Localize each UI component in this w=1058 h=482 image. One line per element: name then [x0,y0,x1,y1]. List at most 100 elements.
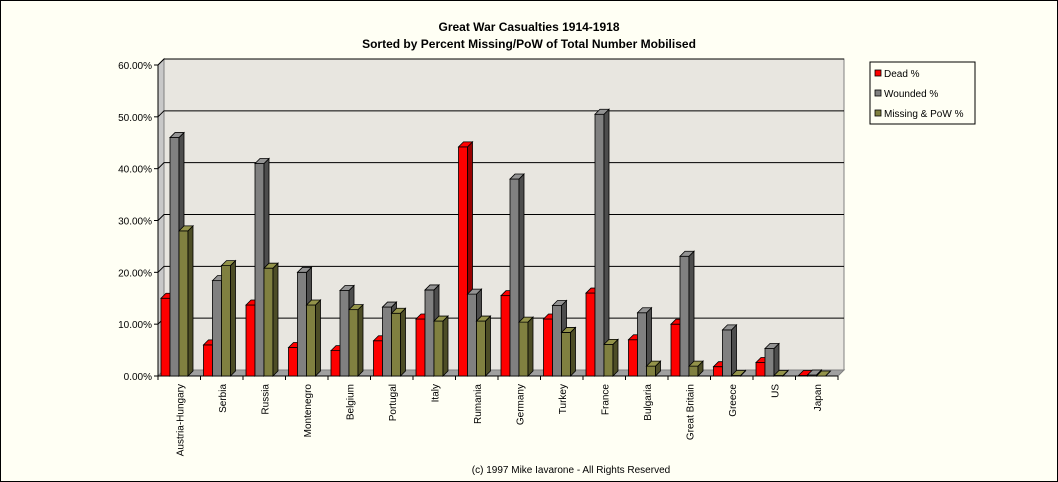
bar [433,315,449,377]
bar [560,326,577,377]
bar-top [518,316,534,323]
bar-front [670,323,681,377]
bar-side [187,224,194,377]
bar-front [254,163,265,377]
bar-front [713,366,723,377]
bar [603,338,619,377]
bar-front [424,289,435,377]
bar-top [390,307,407,314]
bar-side [612,338,619,377]
bar-front [637,312,647,377]
bar-top [509,173,525,180]
bar-front [603,343,614,377]
bar-front [543,318,553,377]
bar-front [169,137,180,377]
bar-top [339,285,355,291]
bar-side [527,316,534,377]
y-tick-label: 30.00% [118,217,152,228]
legend-swatch [874,69,882,77]
x-tick-label: Austria-Hungary [175,384,186,456]
bar-side [357,303,364,377]
plot-area: 0.00% 10.00% 20.00% 30.00% 40.00% 50.00% 60.00… [118,57,846,456]
y-tick-label: 60.00% [118,61,152,72]
bar-top [305,299,322,306]
x-tick-label: Russia [260,384,271,415]
bar [305,299,322,377]
bar-top [645,360,662,367]
bar-front [509,178,520,377]
bar-front [221,265,231,377]
bar-top [594,108,610,115]
bar-top [806,369,823,376]
x-tick-label: US [770,384,781,398]
bar-top [169,132,185,138]
bar-top [433,315,449,322]
bar [518,316,534,377]
bar-front [764,348,775,377]
bar [390,307,407,377]
bar-top [764,343,780,349]
bar-top [296,266,313,273]
bar-top [603,338,619,345]
bar-front [679,255,690,377]
bar-side [400,307,406,377]
bar-top [688,360,704,367]
bar-top [178,225,194,232]
bar-front [688,365,699,377]
bar-side [603,108,610,377]
bar-front [552,305,562,377]
y-tick-label: 0.00% [124,372,152,383]
legend-label: Missing & PoW % [884,109,964,120]
bar-front [594,113,605,377]
bar-front [203,344,213,377]
chart-title: Great War Casualties 1914-1918 [439,20,620,34]
legend-label: Dead % [884,69,920,80]
y-tick-label: 20.00% [118,268,152,279]
bar-top [560,327,577,333]
bar-top [254,158,270,164]
bar [645,360,662,377]
bar-front [391,312,401,377]
bar-front [330,350,341,377]
bar-front [518,321,529,377]
bar-front [245,304,256,377]
bar-front [297,271,307,377]
bar-front [458,146,468,377]
x-tick-label: Rumania [473,384,484,424]
bar-front [646,365,656,377]
bar [815,370,832,377]
bar [773,369,789,377]
legend-swatch [874,109,882,117]
bar-front [212,280,222,377]
bar [348,303,364,377]
x-tick-label: Portugal [388,384,399,421]
x-tick-label: Belgium [345,384,356,420]
gridline [157,265,844,273]
bar-side [230,259,236,377]
bar-top [730,370,747,376]
bar-front [178,230,189,377]
bar-front [263,267,274,377]
bar-front [500,295,511,377]
bar-top [721,324,738,331]
bar-front [339,290,350,377]
bar-top [773,370,789,376]
bar [636,306,653,377]
bar-front [722,329,732,377]
bar-side [731,323,737,377]
x-tick-label: Bulgaria [643,384,654,421]
x-tick-label: Serbia [218,384,229,413]
bar-top [815,370,832,377]
bar-front [561,332,571,377]
legend-label: Wounded % [884,89,938,100]
gridline [157,162,844,170]
bar-front [373,340,383,377]
x-tick-label: Turkey [558,384,569,414]
bar-top [381,301,398,308]
y-tick-label: 10.00% [118,320,152,331]
bar-front [160,297,171,377]
x-tick-label: Italy [430,384,441,402]
bar-side [688,250,695,377]
bar-front [348,309,359,377]
